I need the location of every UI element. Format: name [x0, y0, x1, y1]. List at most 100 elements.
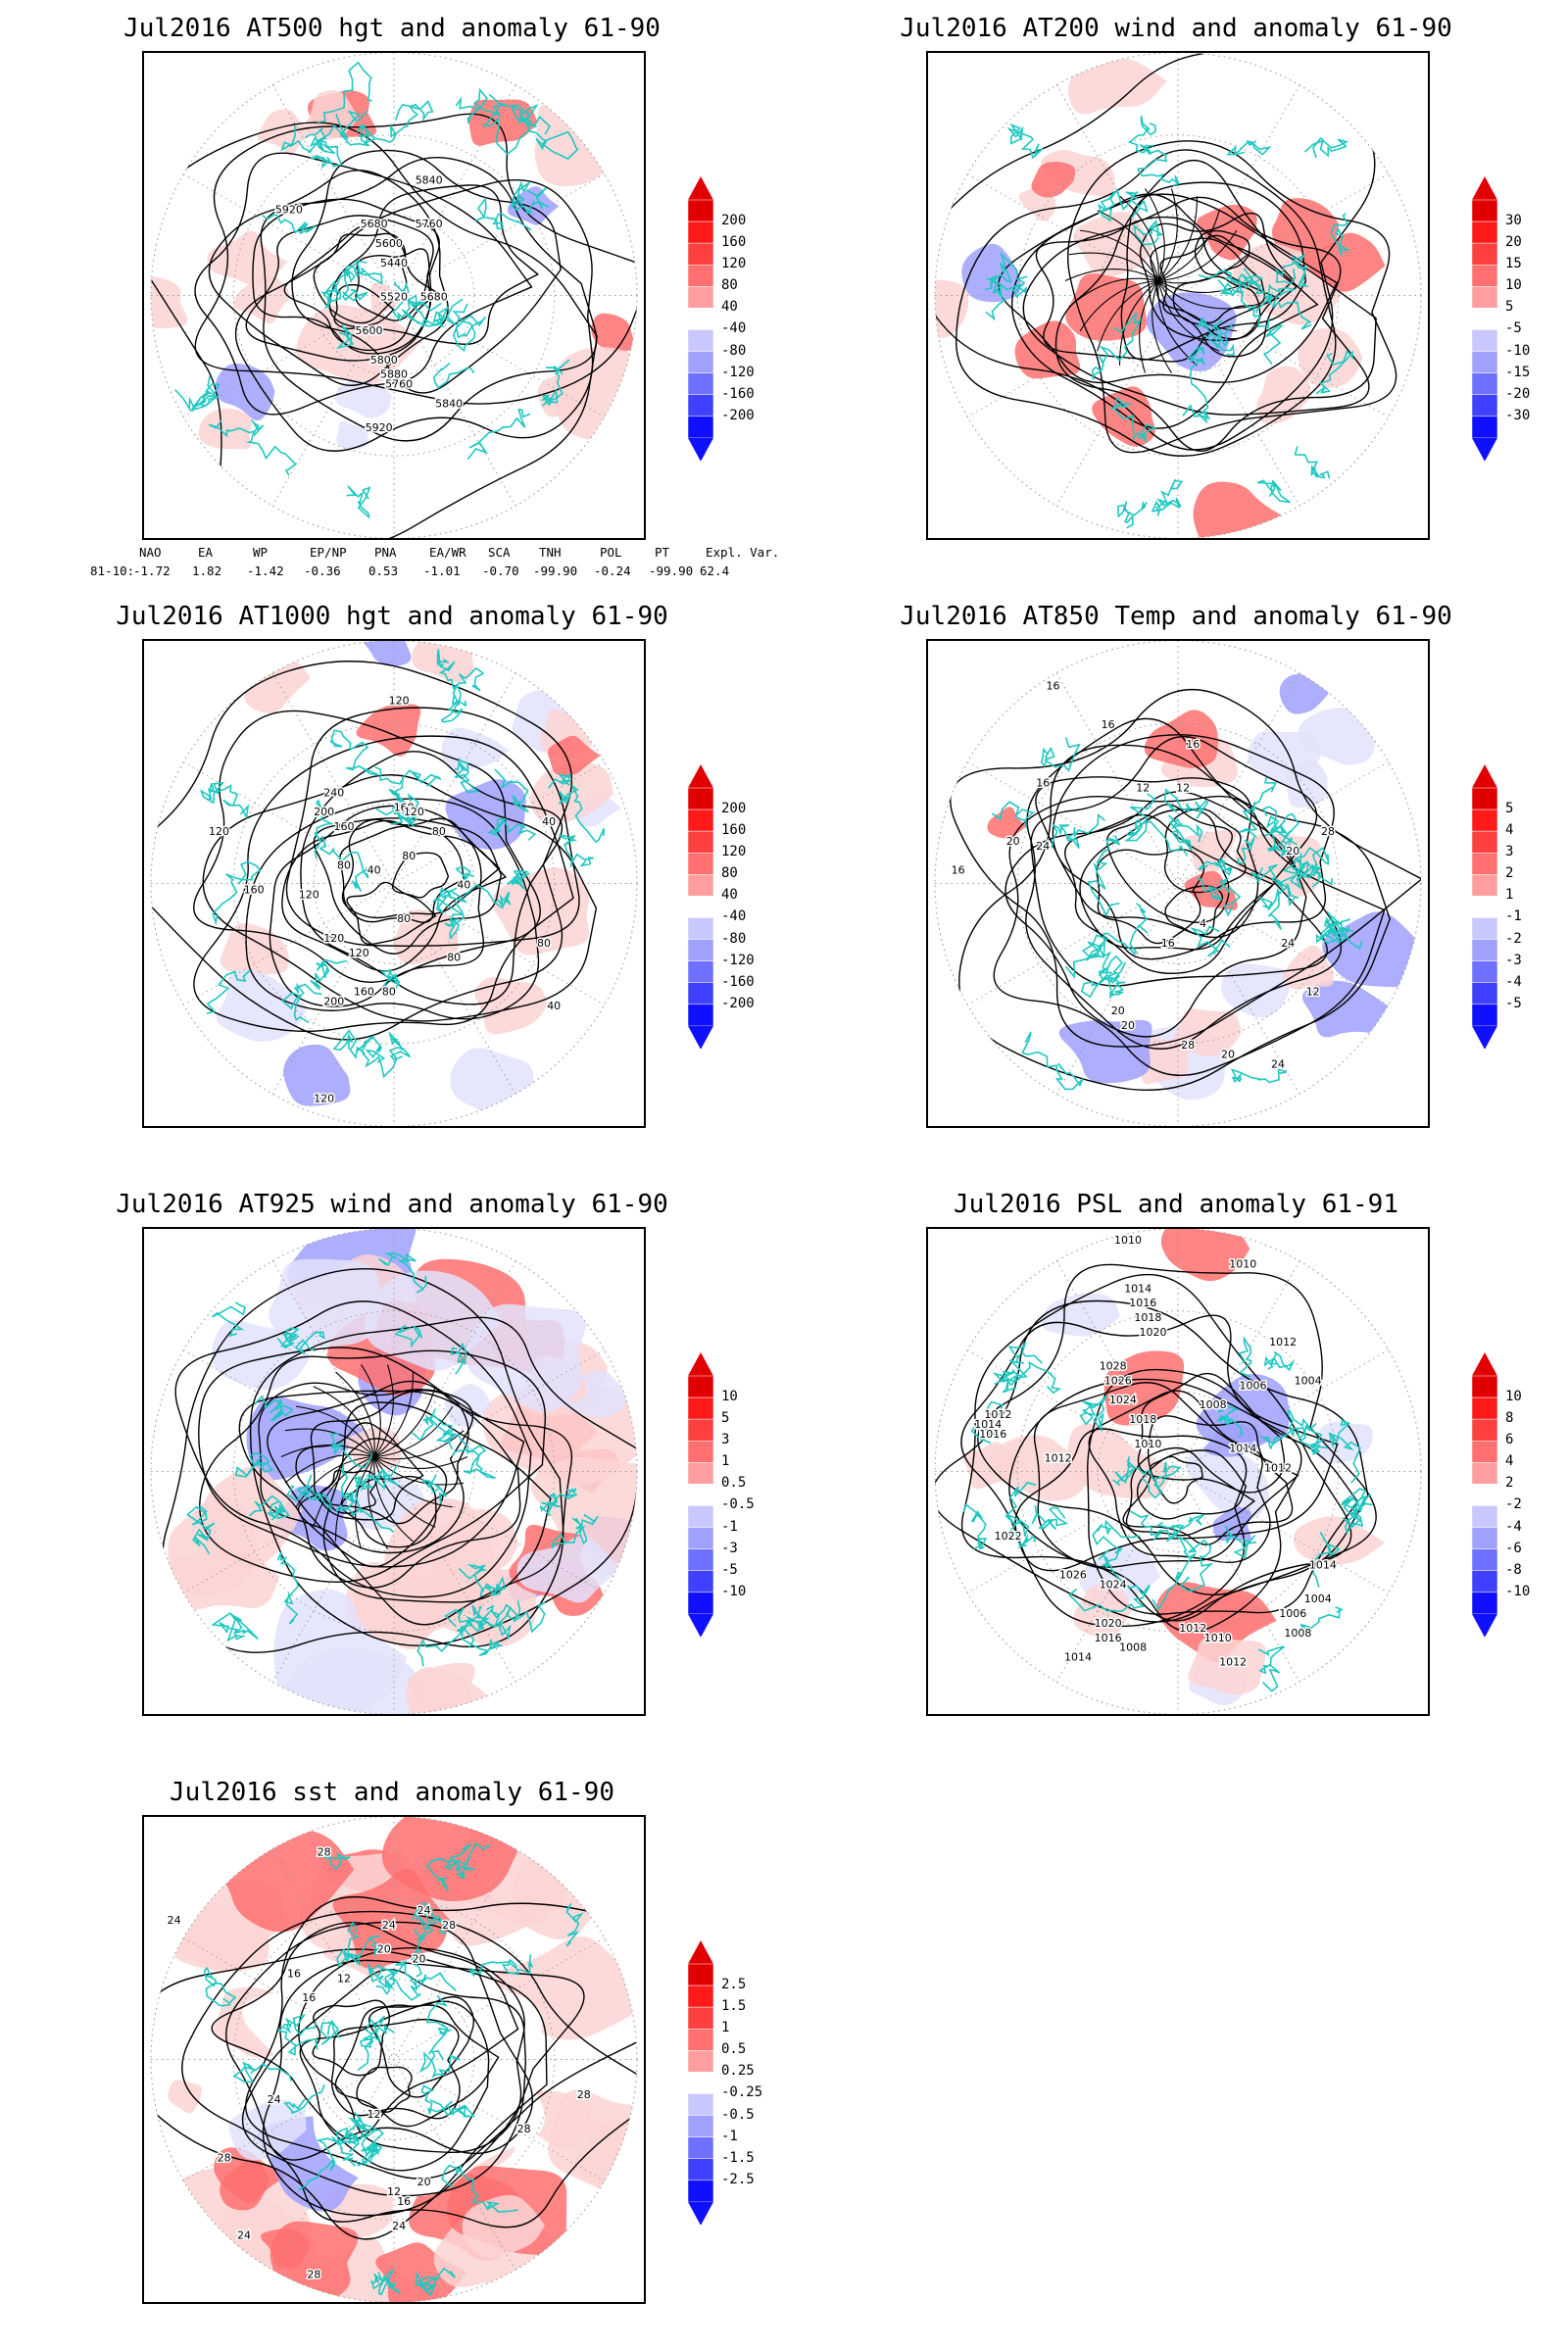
index-value: 62.4 — [700, 564, 730, 578]
colorbar-segment — [687, 199, 714, 222]
index-value: -99.90 — [649, 564, 694, 578]
map-panel-2: Jul2016 AT200 wind and anomaly 61-90 30 20… — [784, 0, 1568, 588]
colorbar-segment — [687, 372, 714, 395]
contour-line — [1025, 717, 1343, 1050]
contour-label: 1028 — [1100, 1360, 1127, 1373]
contour-label: 12 — [387, 2185, 401, 2198]
colorbar-min-arrow — [1472, 1025, 1497, 1050]
colorbar-segment — [687, 2115, 714, 2137]
colorbar-segment — [1471, 372, 1498, 395]
colorbar-segment — [687, 874, 714, 897]
contour-label: 80 — [337, 859, 351, 872]
colorbar-tick-label: 40 — [721, 299, 738, 316]
colorbar-segment — [1471, 286, 1498, 309]
colorbar-segment — [1471, 351, 1498, 373]
colorbar-tick-label: -2 — [1505, 1496, 1522, 1513]
contour-line — [1033, 1382, 1299, 1568]
map-panel-1: Jul2016 AT500 hgt and anomaly 61-90 5840 5… — [0, 0, 784, 588]
contour-line — [245, 215, 434, 362]
contour-label: 28 — [218, 2151, 231, 2164]
colorbar-tick-label: 6 — [1505, 1432, 1514, 1448]
colorbar-segment — [1471, 1418, 1498, 1442]
colorbar-tick-label: 2 — [1505, 1475, 1514, 1492]
contour-label: 5760 — [385, 378, 413, 391]
anomaly-shading — [466, 1303, 587, 1412]
map-panel-5: Jul2016 AT925 wind and anomaly 61-90 10 5 3… — [0, 1176, 784, 1764]
anomaly-shading — [356, 704, 421, 757]
contour-label: 16 — [1161, 937, 1175, 950]
colorbar-segment — [687, 1984, 714, 2008]
contour-label: 1004 — [1304, 1592, 1332, 1605]
colorbar-min-arrow — [688, 437, 713, 462]
colorbar-max-arrow — [688, 176, 713, 200]
colorbar-segment — [687, 982, 714, 1005]
contour-label: 12 — [1136, 781, 1150, 794]
streamline — [1152, 280, 1172, 373]
streamline — [313, 1386, 375, 1457]
panel-title: Jul2016 PSL and anomaly 61-91 — [954, 1190, 1398, 1219]
contour-line — [211, 1922, 519, 2140]
panel-title: Jul2016 AT500 hgt and anomaly 61-90 — [123, 14, 661, 43]
colorbar-segment — [687, 1548, 714, 1571]
colorbar-max-arrow — [688, 1940, 713, 1964]
contour-label: 5800 — [370, 354, 398, 367]
colorbar-segment — [687, 896, 714, 918]
contour-label: 1014 — [1309, 1559, 1337, 1572]
colorbar-segment — [687, 960, 714, 983]
polar-map — [142, 1227, 646, 1716]
contour-label: 5680 — [361, 218, 388, 230]
anomaly-shading — [1058, 1019, 1152, 1084]
anomaly-shading — [409, 1662, 475, 1714]
panel-title: Jul2016 AT1000 hgt and anomaly 61-90 — [116, 602, 668, 631]
colorbar: 200 160 120 80 40 -40 -80 -120 -160 -200 — [686, 764, 774, 1050]
contour-label: 16 — [952, 864, 965, 877]
panel-title: Jul2016 AT850 Temp and anomaly 61-90 — [900, 602, 1452, 631]
contour-label: 16 — [287, 1967, 301, 1980]
anomaly-shading — [354, 1547, 492, 1642]
colorbar-tick-label: -1 — [721, 1518, 738, 1535]
streamline — [1157, 280, 1237, 332]
colorbar-segment — [687, 220, 714, 244]
anomaly-shading — [198, 408, 253, 450]
colorbar-segment — [1471, 329, 1498, 352]
coastline — [962, 1336, 1373, 1692]
latitude-circle — [232, 722, 556, 1045]
anomaly-shading — [441, 727, 510, 773]
colorbar-tick-label: -160 — [721, 973, 755, 990]
contour-line — [346, 881, 437, 946]
colorbar-tick-label: -1 — [721, 2128, 738, 2144]
colorbar-max-arrow — [1472, 176, 1497, 200]
colorbar-tick-label: 5 — [721, 1410, 730, 1427]
index-header: POL — [600, 545, 622, 560]
anomaly-shading — [1279, 673, 1330, 714]
colorbar-segment — [687, 351, 714, 373]
colorbar-segment — [687, 242, 714, 266]
contour-label: 20 — [1006, 835, 1020, 848]
contour-line — [1096, 849, 1205, 945]
panel-title: Jul2016 AT200 wind and anomaly 61-90 — [900, 14, 1452, 43]
contour-line — [299, 2000, 490, 2172]
colorbar-tick-label: 40 — [721, 887, 738, 904]
teleconnection-value-row: 81-10: -1.72 1.82 -1.42 -0.36 0.53 -1.01 -0.70-… — [90, 564, 745, 581]
colorbar-tick-label: 1 — [1505, 887, 1514, 904]
colorbar-segment — [687, 2006, 714, 2030]
contour-line — [260, 156, 598, 442]
contour-label: 1012 — [1179, 1622, 1206, 1635]
colorbar-segment — [1471, 1462, 1498, 1485]
contour-label: 16 — [1036, 777, 1050, 790]
colorbar-segment — [1471, 830, 1498, 854]
contour-line — [283, 223, 439, 352]
colorbar-segment — [1471, 1004, 1498, 1027]
contour-label: 5880 — [380, 368, 408, 381]
streamline — [199, 1349, 546, 1584]
anomaly-shading — [441, 1891, 541, 1946]
anomaly-shading — [335, 379, 392, 418]
streamline — [280, 1445, 375, 1457]
colorbar-segment — [687, 2180, 714, 2203]
colorbar-segment — [687, 329, 714, 352]
streamline — [335, 1371, 375, 1457]
contour-label: 40 — [547, 1000, 561, 1012]
colorbar-min-arrow — [688, 1613, 713, 1638]
anomaly-shading — [1256, 366, 1312, 424]
colorbar-segment — [687, 1505, 714, 1528]
